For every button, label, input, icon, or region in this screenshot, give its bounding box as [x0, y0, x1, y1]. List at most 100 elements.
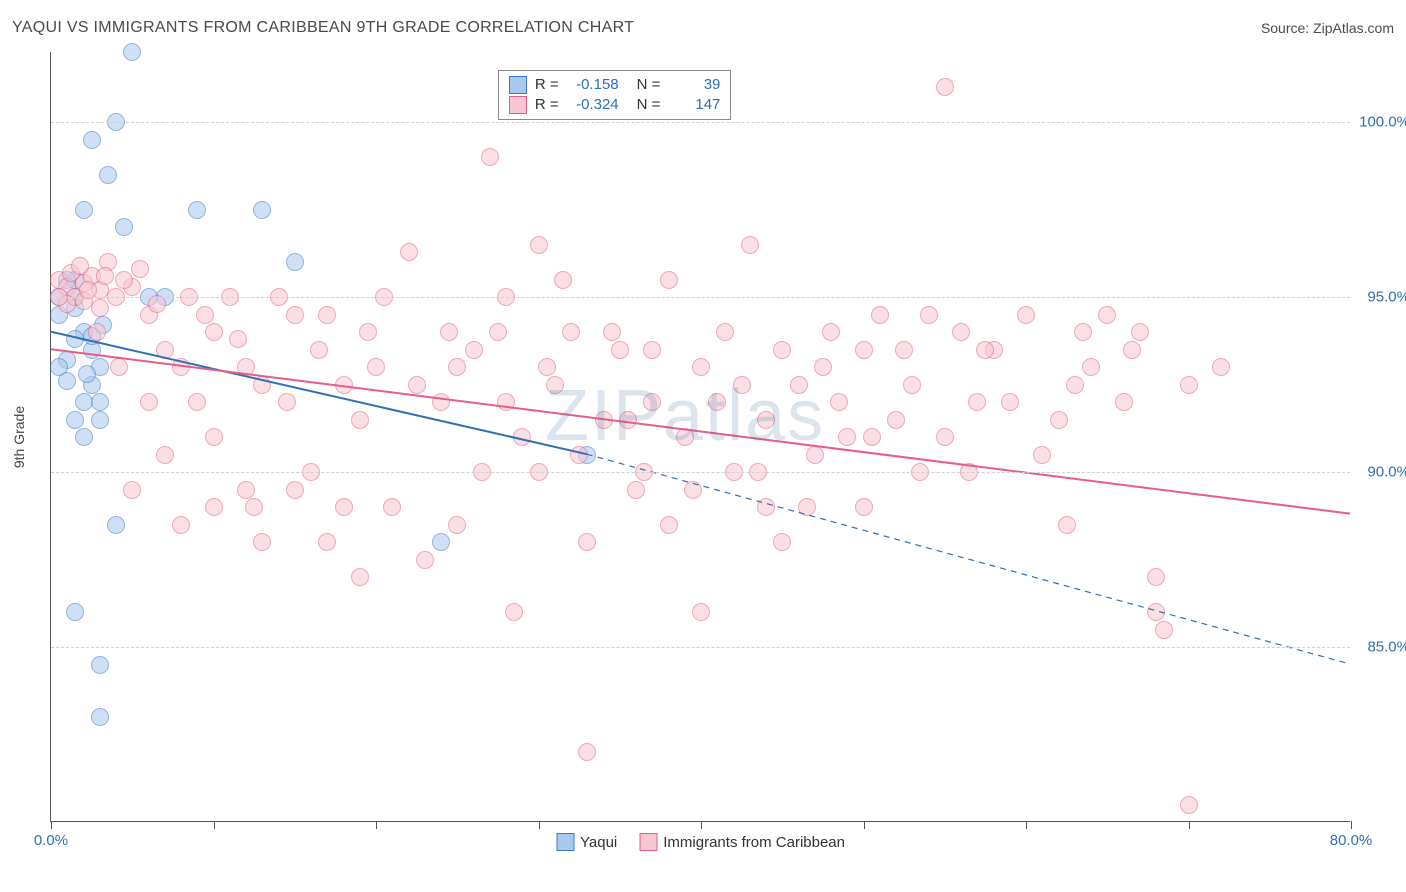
scatter-point-caribbean: [790, 376, 808, 394]
scatter-point-caribbean: [1050, 411, 1068, 429]
scatter-point-yaqui: [66, 330, 84, 348]
scatter-point-caribbean: [538, 358, 556, 376]
scatter-point-caribbean: [855, 341, 873, 359]
x-tick: [376, 821, 377, 829]
legend-label-yaqui: Yaqui: [580, 834, 617, 851]
scatter-point-caribbean: [448, 516, 466, 534]
scatter-point-caribbean: [838, 428, 856, 446]
scatter-point-caribbean: [172, 516, 190, 534]
n-label: N =: [637, 96, 661, 113]
legend-label-caribbean: Immigrants from Caribbean: [663, 834, 845, 851]
gridline-h: [51, 472, 1350, 473]
scatter-point-caribbean: [757, 498, 775, 516]
scatter-point-caribbean: [830, 393, 848, 411]
scatter-point-caribbean: [1058, 516, 1076, 534]
scatter-point-caribbean: [684, 481, 702, 499]
scatter-point-yaqui: [66, 603, 84, 621]
scatter-point-yaqui: [91, 411, 109, 429]
legend-item-caribbean: Immigrants from Caribbean: [639, 833, 845, 851]
scatter-point-caribbean: [188, 393, 206, 411]
scatter-point-caribbean: [887, 411, 905, 429]
scatter-point-caribbean: [497, 393, 515, 411]
scatter-point-caribbean: [660, 271, 678, 289]
scatter-point-caribbean: [814, 358, 832, 376]
scatter-point-caribbean: [562, 323, 580, 341]
scatter-point-caribbean: [408, 376, 426, 394]
scatter-point-caribbean: [1212, 358, 1230, 376]
x-tick: [864, 821, 865, 829]
scatter-point-caribbean: [237, 358, 255, 376]
scatter-point-caribbean: [643, 393, 661, 411]
scatter-point-caribbean: [773, 533, 791, 551]
scatter-point-caribbean: [570, 446, 588, 464]
scatter-point-caribbean: [71, 257, 89, 275]
scatter-point-yaqui: [286, 253, 304, 271]
scatter-point-caribbean: [505, 603, 523, 621]
scatter-point-caribbean: [318, 533, 336, 551]
scatter-point-caribbean: [936, 78, 954, 96]
y-axis-title: 9th Grade: [11, 405, 27, 467]
scatter-point-caribbean: [205, 498, 223, 516]
scatter-point-caribbean: [367, 358, 385, 376]
scatter-point-caribbean: [440, 323, 458, 341]
scatter-point-caribbean: [131, 260, 149, 278]
scatter-point-caribbean: [619, 411, 637, 429]
scatter-point-caribbean: [692, 358, 710, 376]
scatter-point-caribbean: [448, 358, 466, 376]
scatter-point-caribbean: [968, 393, 986, 411]
scatter-point-caribbean: [578, 533, 596, 551]
x-tick: [1189, 821, 1190, 829]
y-tick-label: 95.0%: [1367, 289, 1406, 306]
scatter-point-caribbean: [253, 533, 271, 551]
scatter-point-yaqui: [75, 428, 93, 446]
legend-item-yaqui: Yaqui: [556, 833, 617, 851]
scatter-point-caribbean: [110, 358, 128, 376]
chart-title: YAQUI VS IMMIGRANTS FROM CARIBBEAN 9TH G…: [12, 19, 634, 37]
scatter-point-caribbean: [123, 481, 141, 499]
scatter-point-yaqui: [58, 372, 76, 390]
scatter-point-caribbean: [205, 323, 223, 341]
gridline-h: [51, 122, 1350, 123]
scatter-point-caribbean: [351, 568, 369, 586]
scatter-point-caribbean: [806, 446, 824, 464]
source-name: ZipAtlas.com: [1313, 20, 1394, 36]
scatter-point-caribbean: [359, 323, 377, 341]
scatter-point-caribbean: [708, 393, 726, 411]
r-value-yaqui: -0.158: [567, 76, 619, 93]
x-tick: [214, 821, 215, 829]
scatter-point-caribbean: [140, 393, 158, 411]
scatter-point-caribbean: [481, 148, 499, 166]
legend-swatch-yaqui: [509, 76, 527, 94]
correlation-row-caribbean: R =-0.324N =147: [509, 95, 721, 115]
scatter-point-caribbean: [952, 323, 970, 341]
r-value-caribbean: -0.324: [567, 96, 619, 113]
scatter-point-caribbean: [741, 236, 759, 254]
scatter-point-caribbean: [245, 498, 263, 516]
scatter-point-caribbean: [871, 306, 889, 324]
scatter-point-caribbean: [1066, 376, 1084, 394]
r-label: R =: [535, 76, 559, 93]
series-legend: Yaqui Immigrants from Caribbean: [556, 833, 845, 851]
scatter-point-caribbean: [660, 516, 678, 534]
scatter-point-caribbean: [627, 481, 645, 499]
scatter-point-yaqui: [123, 43, 141, 61]
correlation-legend: R =-0.158N =39R =-0.324N =147: [498, 70, 732, 120]
chart-container: YAQUI VS IMMIGRANTS FROM CARIBBEAN 9TH G…: [0, 0, 1406, 892]
scatter-point-caribbean: [310, 341, 328, 359]
scatter-point-caribbean: [96, 267, 114, 285]
scatter-point-caribbean: [578, 743, 596, 761]
scatter-point-caribbean: [156, 341, 174, 359]
scatter-point-caribbean: [465, 341, 483, 359]
scatter-point-caribbean: [351, 411, 369, 429]
scatter-point-caribbean: [903, 376, 921, 394]
n-label: N =: [637, 76, 661, 93]
scatter-point-caribbean: [1147, 603, 1165, 621]
x-tick: [539, 821, 540, 829]
scatter-point-caribbean: [1098, 306, 1116, 324]
scatter-point-caribbean: [432, 393, 450, 411]
scatter-point-caribbean: [603, 323, 621, 341]
scatter-point-caribbean: [936, 428, 954, 446]
scatter-point-caribbean: [383, 498, 401, 516]
scatter-point-caribbean: [822, 323, 840, 341]
scatter-point-caribbean: [237, 481, 255, 499]
